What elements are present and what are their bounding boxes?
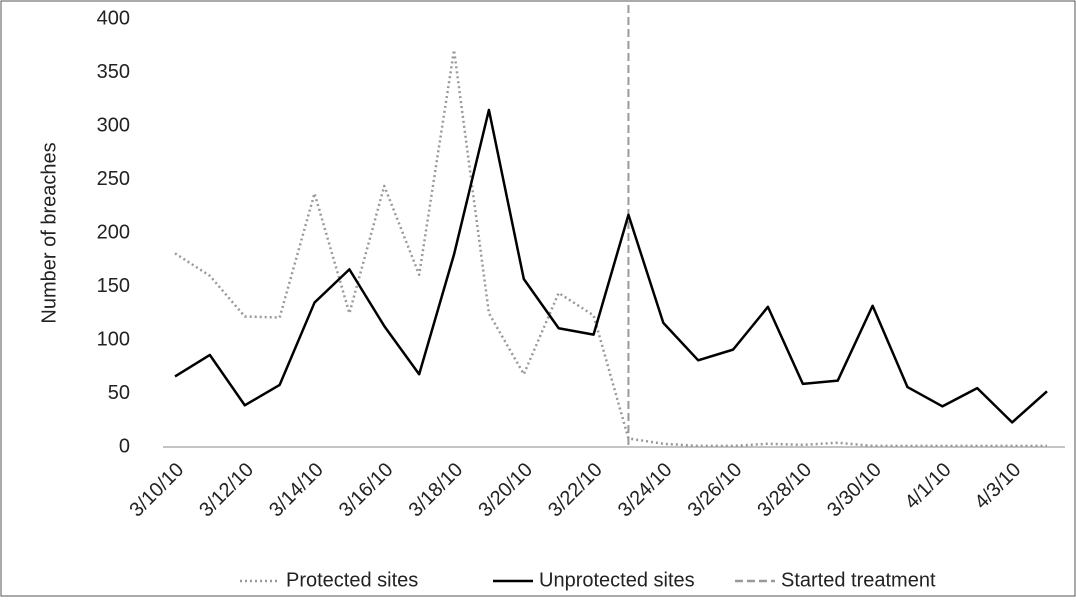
legend-label: Unprotected sites [539,569,695,591]
y-tick-label: 200 [97,221,130,243]
y-tick-label: 250 [97,168,130,190]
y-tick-label: 400 [97,7,130,29]
y-tick-label: 300 [97,114,130,136]
series-line [174,48,1047,448]
y-tick-label: 150 [97,275,130,297]
y-axis-label: Number of breaches [38,142,60,323]
y-tick-label: 350 [97,61,130,83]
y-tick-label: 100 [97,328,130,350]
legend-label: Started treatment [781,569,936,591]
series-line [174,108,1048,424]
legend-label: Protected sites [286,569,418,591]
y-tick-label: 0 [119,435,130,457]
y-tick-label: 50 [108,382,130,404]
